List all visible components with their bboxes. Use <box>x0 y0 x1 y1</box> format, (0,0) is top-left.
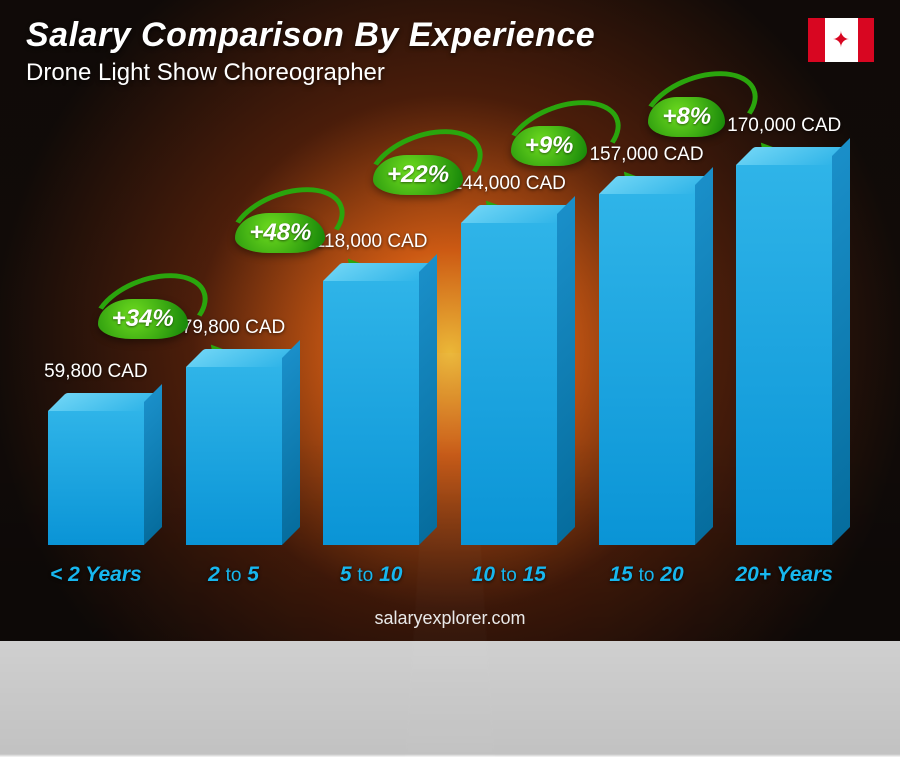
bar-side-face <box>282 340 300 545</box>
bar-side-face <box>419 254 437 545</box>
bar-wrap <box>718 147 850 545</box>
bar-side-face <box>557 196 575 545</box>
bar-column: +22%144,000 CAD10 to 15 <box>443 173 575 587</box>
footer-credit: salaryexplorer.com <box>0 608 900 629</box>
bar-front-face <box>186 367 282 545</box>
category-label: 2 to 5 <box>208 563 259 587</box>
page-subtitle: Drone Light Show Choreographer <box>26 59 595 87</box>
salary-bar <box>48 393 144 545</box>
bar-side-face <box>695 167 713 545</box>
salary-bar-chart: 59,800 CAD< 2 Years+34%79,800 CAD2 to 5+… <box>30 87 850 587</box>
header: Salary Comparison By Experience Drone Li… <box>26 16 595 87</box>
bar-front-face <box>599 194 695 545</box>
bar-column: 59,800 CAD < 2 Years <box>30 361 162 587</box>
bar-front-face <box>48 411 144 545</box>
category-label: < 2 Years <box>50 563 142 587</box>
bar-side-face <box>832 138 850 545</box>
flag-center: ✦ <box>825 18 858 62</box>
bar-column: +34%79,800 CAD2 to 5 <box>168 317 300 587</box>
salary-bar <box>599 176 695 545</box>
bar-wrap <box>168 349 300 545</box>
bar-wrap <box>443 205 575 545</box>
category-label: 20+ Years <box>735 563 833 587</box>
salary-bar <box>461 205 557 545</box>
bar-wrap <box>305 263 437 545</box>
bar-front-face <box>323 281 419 545</box>
category-label: 5 to 10 <box>340 563 403 587</box>
bar-wrap <box>581 176 713 545</box>
bar-front-face <box>736 165 832 545</box>
bar-side-face <box>144 384 162 545</box>
category-label: 15 to 20 <box>609 563 683 587</box>
salary-bar <box>186 349 282 545</box>
salary-bar <box>736 147 832 545</box>
bar-value-label: 59,800 CAD <box>44 361 148 383</box>
flag-stripe-left <box>808 18 825 62</box>
salary-bar <box>323 263 419 545</box>
flag-stripe-right <box>858 18 875 62</box>
bar-front-face <box>461 223 557 545</box>
page-title: Salary Comparison By Experience <box>26 16 595 55</box>
maple-leaf-icon: ✦ <box>832 29 850 51</box>
bar-column: +8%170,000 CAD20+ Years <box>718 115 850 587</box>
category-label: 10 to 15 <box>472 563 546 587</box>
country-flag: ✦ <box>808 18 874 62</box>
bar-column: +9%157,000 CAD15 to 20 <box>581 144 713 587</box>
bar-column: +48%118,000 CAD5 to 10 <box>305 231 437 587</box>
bar-wrap <box>30 393 162 545</box>
